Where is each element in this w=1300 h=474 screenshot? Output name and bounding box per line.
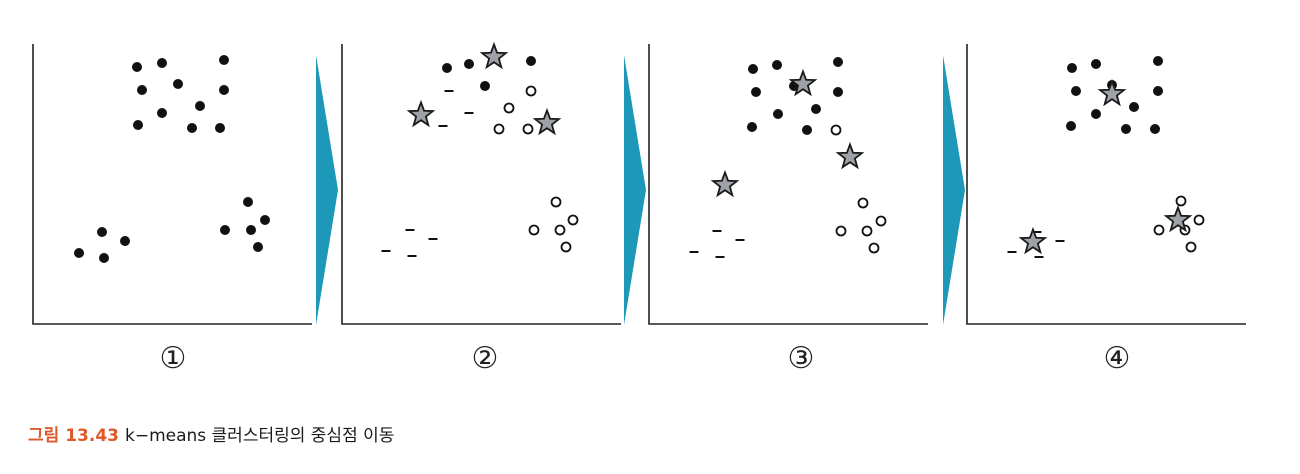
panel-1 [32, 44, 312, 325]
panel-4-label: ④ [1103, 341, 1131, 376]
panel-2-centroid-star-icon-2 [406, 99, 436, 128]
panel-2-point-5 [480, 81, 490, 91]
panel-4-point-10 [1121, 124, 1131, 134]
panel-4-point-11 [1150, 124, 1160, 134]
arrow-3 [941, 55, 967, 325]
panel-1-point-14 [220, 225, 230, 235]
panel-4-point-8 [1129, 102, 1139, 112]
panel-4-point-4 [1071, 86, 1081, 96]
panel-3-axes [648, 44, 928, 325]
panel-3-centroid-star-icon-3 [710, 169, 740, 198]
panel-1-point-12 [243, 197, 253, 207]
panel-4-point-6 [1153, 86, 1163, 96]
panel-2-point-13 [567, 214, 579, 226]
panel-4-point-14 [1153, 224, 1165, 236]
panel-2 [341, 41, 621, 325]
panel-1-point-11 [215, 123, 225, 133]
panel-2-point-8 [503, 102, 515, 114]
panel-1-point-13 [260, 215, 270, 225]
panel-2-point-2 [464, 59, 474, 69]
panel-4-plot [966, 44, 1246, 325]
arrow-1 [314, 55, 340, 325]
panel-1-point-19 [74, 248, 84, 258]
panel-3-point-1 [748, 64, 758, 74]
panel-4-point-3 [1153, 56, 1163, 66]
panel-4-point-13 [1193, 214, 1205, 226]
panel-1-point-10 [187, 123, 197, 133]
panel-2-centroid-star-icon-1 [479, 41, 509, 70]
panel-1-point-3 [219, 55, 229, 65]
panel-1-point-8 [195, 101, 205, 111]
panel-2-point-16 [560, 241, 572, 253]
panel-3-centroid-star-icon-2 [835, 141, 865, 170]
panel-2-point-15 [554, 224, 566, 236]
panel-3-point-12 [857, 197, 869, 209]
panel-3-point-13 [875, 215, 887, 227]
arrow-2 [622, 55, 648, 325]
panel-1-plot [32, 44, 312, 325]
panel-2-plot [341, 41, 621, 325]
panel-2-point-3 [526, 56, 536, 66]
panel-2-label: ② [471, 341, 499, 376]
panel-4-point-1 [1067, 63, 1077, 73]
panel-4-axes [966, 44, 1246, 325]
panel-2-point-10 [493, 123, 505, 135]
panel-1-point-6 [219, 85, 229, 95]
panel-3-point-6 [833, 87, 843, 97]
panel-1-point-7 [157, 108, 167, 118]
panel-3-point-3 [833, 57, 843, 67]
panel-1-point-16 [253, 242, 263, 252]
panel-3-point-4 [751, 87, 761, 97]
panel-4 [966, 44, 1246, 325]
panel-1-point-5 [173, 79, 183, 89]
panel-3 [648, 44, 928, 325]
panel-4-centroid-star-icon-1 [1097, 78, 1127, 107]
panel-3-point-2 [772, 60, 782, 70]
panel-4-point-12 [1175, 195, 1187, 207]
panel-1-point-1 [132, 62, 142, 72]
panel-2-point-14 [528, 224, 540, 236]
panel-1-point-20 [99, 253, 109, 263]
panel-3-point-10 [802, 125, 812, 135]
panel-3-plot [648, 44, 928, 325]
panel-1-point-4 [137, 85, 147, 95]
panel-3-point-7 [773, 109, 783, 119]
panel-3-point-8 [811, 104, 821, 114]
panel-4-centroid-star-icon-2 [1163, 204, 1193, 233]
panel-4-point-7 [1091, 109, 1101, 119]
caption-text: k−means 클러스터링의 중심점 이동 [124, 426, 395, 446]
panel-3-point-16 [868, 242, 880, 254]
panel-1-axes [32, 44, 312, 325]
panel-3-point-9 [747, 122, 757, 132]
panel-2-point-11 [522, 123, 534, 135]
caption-label: 그림 13.43 [28, 426, 119, 446]
panel-2-centroid-star-icon-3 [532, 107, 562, 136]
panel-1-label: ① [159, 341, 187, 376]
panel-2-point-6 [525, 85, 537, 97]
panel-3-centroid-star-icon-1 [788, 68, 818, 97]
panel-1-point-15 [246, 225, 256, 235]
panel-3-point-14 [835, 225, 847, 237]
panel-4-point-16 [1185, 241, 1197, 253]
panel-3-point-11 [830, 124, 842, 136]
panel-3-label: ③ [787, 341, 815, 376]
panel-1-point-9 [133, 120, 143, 130]
panel-1-point-18 [120, 236, 130, 246]
panel-1-point-2 [157, 58, 167, 68]
panel-1-point-17 [97, 227, 107, 237]
panel-3-point-15 [861, 225, 873, 237]
panel-2-axes [341, 44, 621, 325]
figure-caption: 그림 13.43 k−means 클러스터링의 중심점 이동 [28, 421, 394, 446]
panel-2-point-1 [442, 63, 452, 73]
panel-4-point-2 [1091, 59, 1101, 69]
panel-4-centroid-star-icon-3 [1018, 226, 1048, 255]
panel-2-point-12 [550, 196, 562, 208]
panel-4-point-9 [1066, 121, 1076, 131]
